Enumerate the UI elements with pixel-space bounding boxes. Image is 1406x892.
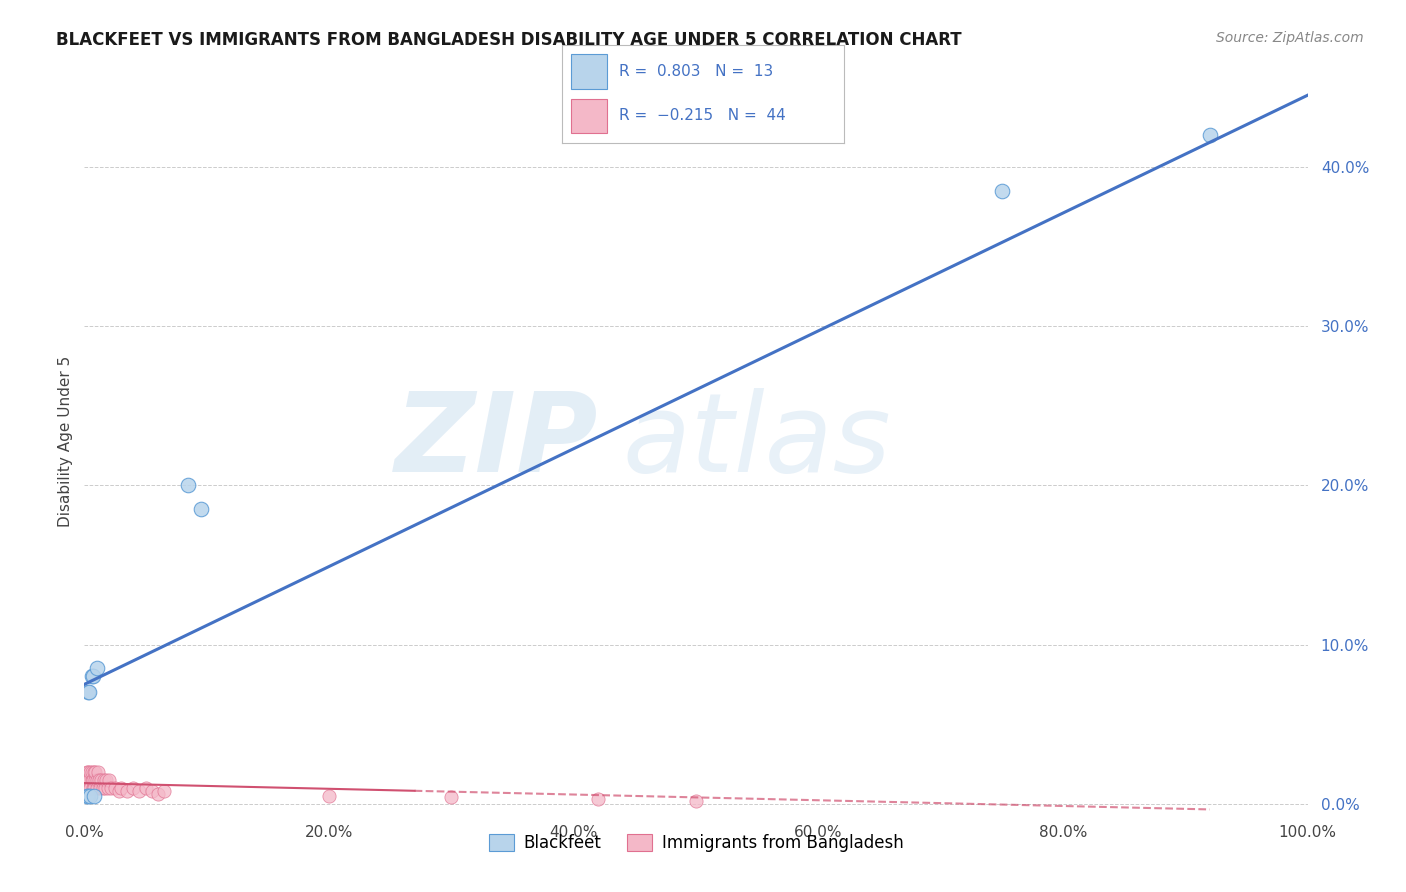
- Point: [122, 780, 145, 795]
- Point: [77, 764, 100, 779]
- Point: [84, 764, 107, 779]
- Point: [76, 789, 98, 803]
- Point: [77, 780, 100, 795]
- Point: [76, 764, 98, 779]
- Legend: Blackfeet, Immigrants from Bangladesh: Blackfeet, Immigrants from Bangladesh: [482, 828, 910, 859]
- Point: [77, 685, 100, 699]
- Point: [318, 789, 340, 803]
- Point: [93, 772, 115, 787]
- Point: [440, 790, 463, 805]
- Text: Source: ZipAtlas.com: Source: ZipAtlas.com: [1216, 31, 1364, 45]
- Point: [79, 780, 101, 795]
- Bar: [571, 54, 607, 89]
- Point: [80, 764, 103, 779]
- Point: [83, 780, 105, 795]
- Text: R =  −0.215   N =  44: R = −0.215 N = 44: [619, 108, 786, 123]
- Point: [86, 772, 108, 787]
- Point: [80, 772, 103, 787]
- Point: [1198, 128, 1220, 142]
- Point: [100, 780, 122, 795]
- Point: [94, 780, 117, 795]
- Point: [146, 787, 169, 801]
- Point: [107, 784, 129, 798]
- Point: [190, 502, 212, 516]
- Point: [110, 780, 132, 795]
- Point: [82, 772, 104, 787]
- Point: [76, 780, 98, 795]
- Y-axis label: Disability Age Under 5: Disability Age Under 5: [58, 356, 73, 527]
- Point: [87, 764, 110, 779]
- Point: [87, 772, 110, 787]
- Point: [991, 184, 1014, 198]
- Point: [82, 780, 104, 795]
- Point: [141, 784, 163, 798]
- Point: [77, 772, 100, 787]
- Point: [79, 789, 101, 803]
- Point: [89, 780, 111, 795]
- Text: BLACKFEET VS IMMIGRANTS FROM BANGLADESH DISABILITY AGE UNDER 5 CORRELATION CHART: BLACKFEET VS IMMIGRANTS FROM BANGLADESH …: [56, 31, 962, 49]
- Point: [96, 772, 118, 787]
- Point: [91, 780, 114, 795]
- Bar: [571, 99, 607, 133]
- Point: [86, 661, 108, 675]
- Point: [83, 764, 105, 779]
- Point: [97, 780, 120, 795]
- Point: [115, 784, 138, 798]
- Point: [586, 792, 609, 806]
- Point: [75, 772, 97, 787]
- Text: ZIP: ZIP: [395, 388, 598, 495]
- Point: [135, 780, 157, 795]
- Point: [153, 784, 176, 798]
- Text: atlas: atlas: [623, 388, 891, 495]
- Point: [84, 772, 107, 787]
- Point: [79, 764, 101, 779]
- Point: [77, 685, 100, 699]
- Point: [104, 780, 127, 795]
- Point: [82, 669, 104, 683]
- Point: [90, 772, 112, 787]
- Point: [77, 772, 100, 787]
- Point: [77, 789, 100, 803]
- Point: [685, 794, 707, 808]
- Point: [86, 780, 108, 795]
- Point: [83, 789, 105, 803]
- Point: [80, 669, 103, 683]
- Point: [177, 478, 200, 492]
- Point: [97, 772, 120, 787]
- Point: [128, 784, 150, 798]
- Text: R =  0.803   N =  13: R = 0.803 N = 13: [619, 64, 773, 79]
